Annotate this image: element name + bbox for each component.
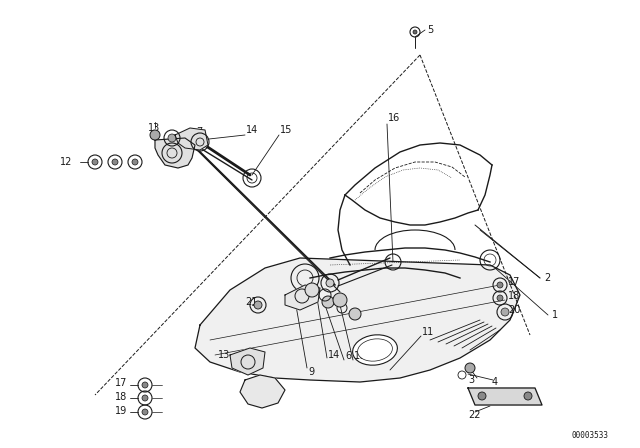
Polygon shape — [175, 128, 208, 150]
Circle shape — [478, 392, 486, 400]
Polygon shape — [240, 375, 285, 408]
Ellipse shape — [358, 339, 392, 361]
Circle shape — [501, 308, 509, 316]
Text: 14: 14 — [328, 350, 340, 360]
Text: 5: 5 — [427, 25, 433, 35]
Circle shape — [349, 308, 361, 320]
Circle shape — [150, 130, 160, 140]
Text: 20: 20 — [508, 305, 520, 315]
Circle shape — [413, 30, 417, 34]
Circle shape — [326, 279, 334, 287]
Circle shape — [524, 392, 532, 400]
Text: 18: 18 — [115, 392, 127, 402]
Text: 00003533: 00003533 — [572, 431, 609, 439]
Text: 19: 19 — [115, 406, 127, 416]
Circle shape — [465, 363, 475, 373]
Polygon shape — [230, 348, 265, 375]
Text: 21: 21 — [245, 297, 257, 307]
Text: 17: 17 — [508, 277, 520, 287]
Text: 17: 17 — [115, 378, 127, 388]
Text: 10: 10 — [354, 351, 366, 361]
Polygon shape — [155, 138, 195, 168]
Text: 22: 22 — [468, 410, 481, 420]
Text: 14: 14 — [246, 125, 259, 135]
Text: 13: 13 — [148, 123, 160, 133]
Circle shape — [322, 296, 334, 308]
Polygon shape — [285, 285, 320, 310]
Circle shape — [305, 283, 319, 297]
Ellipse shape — [353, 335, 397, 365]
Text: 13: 13 — [218, 350, 230, 360]
Circle shape — [92, 159, 98, 165]
Text: 9: 9 — [308, 367, 314, 377]
Text: 1: 1 — [552, 310, 558, 320]
Circle shape — [254, 301, 262, 309]
Circle shape — [497, 295, 503, 301]
Circle shape — [142, 395, 148, 401]
Circle shape — [142, 382, 148, 388]
Text: 11: 11 — [422, 327, 435, 337]
Text: 12: 12 — [60, 157, 72, 167]
Circle shape — [497, 282, 503, 288]
Polygon shape — [468, 388, 542, 405]
Text: 3: 3 — [468, 375, 474, 385]
Text: 18: 18 — [508, 291, 520, 301]
Text: 8: 8 — [178, 153, 184, 163]
Circle shape — [333, 293, 347, 307]
Text: 6: 6 — [345, 351, 351, 361]
Circle shape — [168, 134, 176, 142]
Text: 2: 2 — [544, 273, 550, 283]
Polygon shape — [195, 258, 520, 382]
Text: 4: 4 — [492, 377, 498, 387]
Circle shape — [112, 159, 118, 165]
Circle shape — [132, 159, 138, 165]
Circle shape — [142, 409, 148, 415]
Text: 15: 15 — [280, 125, 292, 135]
Text: 16: 16 — [388, 113, 400, 123]
Text: 7: 7 — [196, 127, 202, 137]
